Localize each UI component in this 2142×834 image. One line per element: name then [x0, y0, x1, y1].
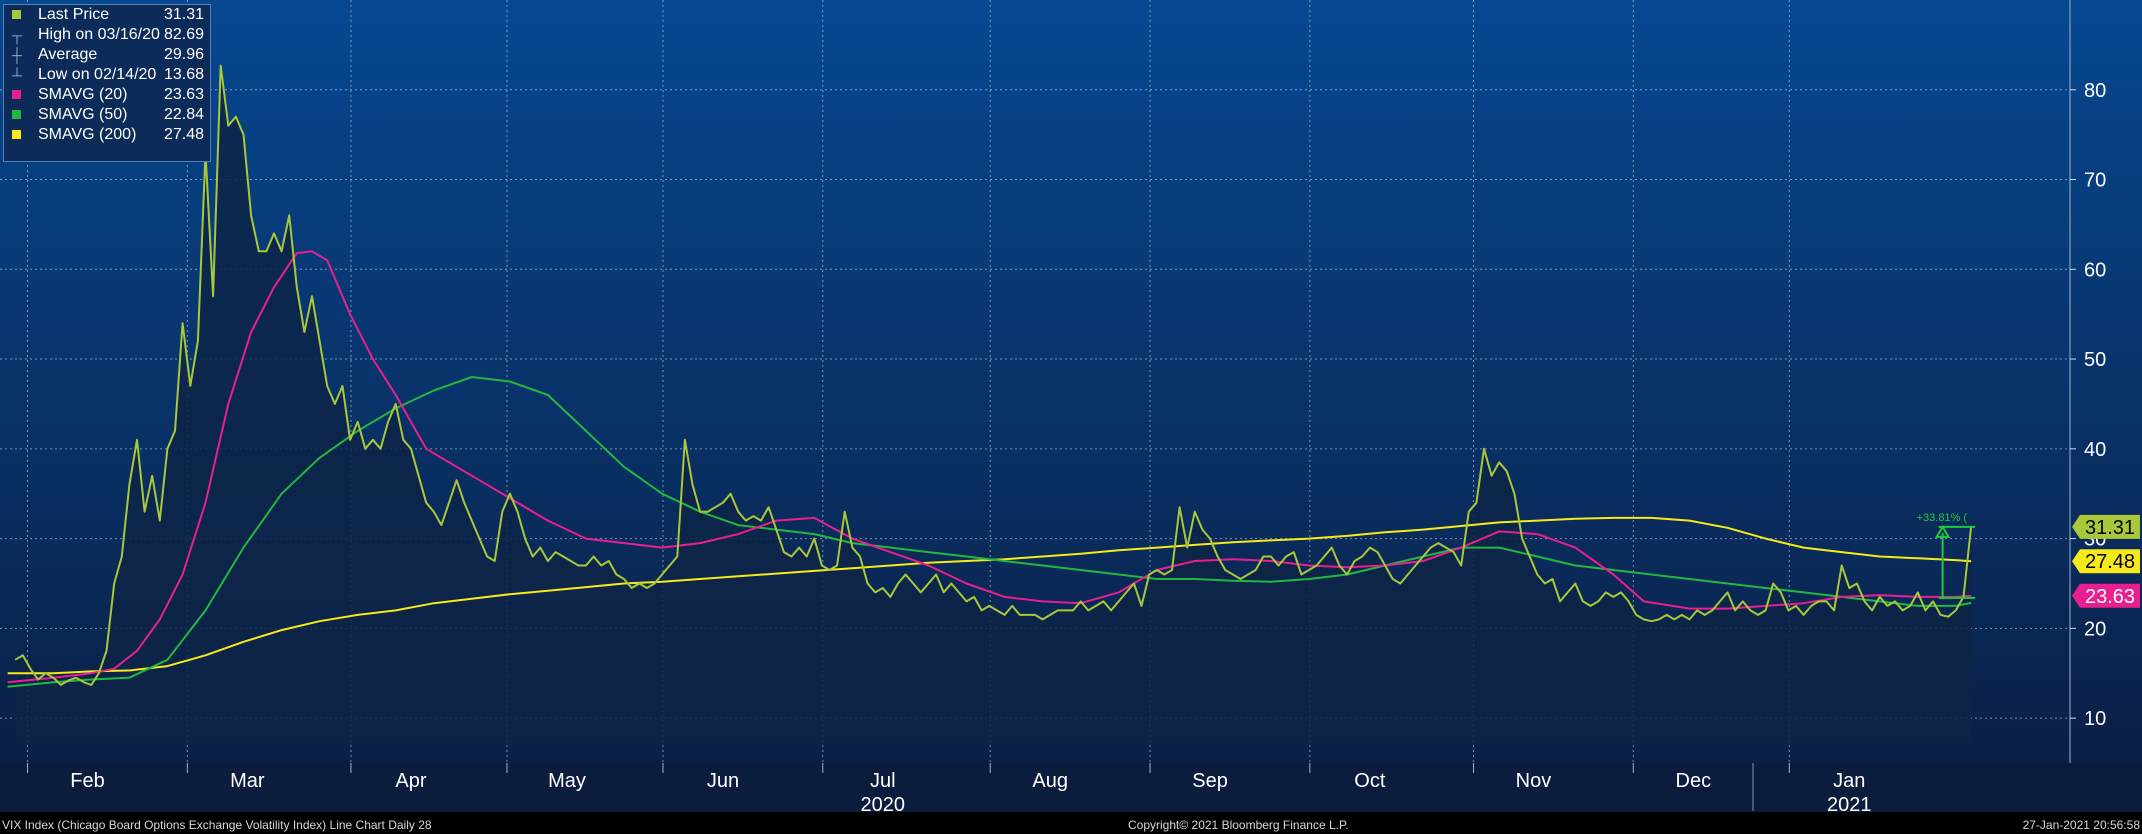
- end-label-sma200: 27.48: [2072, 549, 2140, 574]
- x-month-label: Sep: [1192, 770, 1228, 792]
- legend-item-last-price[interactable]: Last Price 31.31: [4, 5, 210, 25]
- legend-label: Average: [38, 46, 98, 63]
- y-tick-label: 70: [2084, 170, 2106, 192]
- legend-value: 82.69: [163, 26, 204, 43]
- average-marker-icon: ┼: [12, 47, 22, 63]
- chart-legend: Last Price 31.31 ┬ High on 03/16/20 82.6…: [3, 4, 211, 162]
- x-month-label: May: [548, 770, 586, 792]
- legend-value: 29.96: [163, 46, 204, 63]
- series-line-sma20: [7, 250, 1972, 684]
- x-month-label: Nov: [1516, 770, 1552, 792]
- x-year-label: 2021: [1827, 794, 1872, 816]
- x-month-label: Aug: [1032, 770, 1068, 792]
- smavg-50-swatch-icon: [12, 110, 21, 119]
- end-label-text: 27.48: [2085, 551, 2135, 573]
- legend-label: Last Price: [38, 6, 110, 23]
- legend-value: 22.84: [163, 106, 204, 123]
- legend-value: 27.48: [163, 126, 204, 143]
- series-line-sma200: [7, 516, 1972, 675]
- y-tick-label: 80: [2084, 80, 2106, 102]
- series-lines: [7, 64, 1973, 688]
- change-arrow-head: [1934, 524, 1951, 538]
- x-month-label: Oct: [1354, 770, 1386, 792]
- legend-value: 23.63: [163, 86, 204, 103]
- x-month-label: Apr: [395, 770, 426, 792]
- chart-description: VIX Index (Chicago Board Options Exchang…: [2, 818, 432, 832]
- x-axis: Feb Mar Apr May Jun Jul Aug Sep Oct Nov Dec Jan 2020…: [27, 763, 1872, 816]
- y-tick-label: 10: [2084, 708, 2106, 730]
- end-label-last: 31.31: [2072, 514, 2140, 539]
- end-label-box: [2072, 583, 2140, 608]
- y-tick-label: 50: [2084, 349, 2106, 371]
- smavg-200-swatch-icon: [12, 130, 21, 139]
- legend-item-low[interactable]: ┴ Low on 02/14/20 13.68: [4, 65, 210, 85]
- high-marker-icon: ┬: [12, 27, 22, 43]
- legend-value: 31.31: [163, 6, 204, 23]
- end-label-box: [2072, 549, 2140, 574]
- legend-label: Low on 02/14/20: [38, 66, 157, 83]
- end-value-labels: 31.31 27.48 23.63: [2072, 514, 2140, 608]
- legend-item-smavg-200[interactable]: SMAVG (200) 27.48: [4, 125, 210, 145]
- legend-label: SMAVG (50): [38, 106, 128, 123]
- y-tick-label: 60: [2084, 259, 2106, 281]
- x-month-label: Jul: [870, 770, 896, 792]
- x-month-label: Mar: [230, 770, 265, 792]
- last-price-swatch-icon: [12, 10, 21, 19]
- end-label-box: [2072, 514, 2140, 539]
- series-line-last: [14, 64, 1973, 686]
- last-price-area: [15, 65, 1972, 746]
- legend-value: 13.68: [163, 66, 204, 83]
- x-month-label: Feb: [70, 770, 104, 792]
- legend-item-smavg-50[interactable]: SMAVG (50) 22.84: [4, 105, 210, 125]
- copyright-text: Copyright© 2021 Bloomberg Finance L.P.: [1128, 818, 1349, 832]
- x-month-label: Dec: [1676, 770, 1712, 792]
- y-tick-label: 20: [2084, 618, 2106, 640]
- footer-bar: VIX Index (Chicago Board Options Exchang…: [0, 812, 2142, 834]
- legend-item-smavg-20[interactable]: SMAVG (20) 23.63: [4, 85, 210, 105]
- end-label-text: 31.31: [2085, 517, 2135, 539]
- x-month-label: Jun: [707, 770, 739, 792]
- low-marker-icon: ┴: [12, 67, 22, 83]
- timestamp: 27-Jan-2021 20:56:58: [2022, 818, 2140, 832]
- change-annotation: +33.81% (: [1917, 512, 1976, 599]
- legend-label: High on 03/16/20: [38, 26, 160, 43]
- change-percent-label: +33.81% (: [1917, 512, 1968, 524]
- y-tick-label: 40: [2084, 439, 2106, 461]
- x-month-label: Jan: [1833, 770, 1865, 792]
- legend-item-high[interactable]: ┬ High on 03/16/20 82.69: [4, 25, 210, 45]
- x-year-label: 2020: [861, 794, 906, 816]
- legend-label: SMAVG (20): [38, 86, 128, 103]
- legend-item-average[interactable]: ┼ Average 29.96: [4, 45, 210, 65]
- end-label-text: 23.63: [2085, 586, 2135, 608]
- legend-label: SMAVG (200): [38, 126, 137, 143]
- smavg-20-swatch-icon: [12, 90, 21, 99]
- end-label-sma20: 23.63: [2072, 583, 2140, 608]
- series-line-sma50: [7, 376, 1972, 688]
- axis-band: [0, 763, 2142, 812]
